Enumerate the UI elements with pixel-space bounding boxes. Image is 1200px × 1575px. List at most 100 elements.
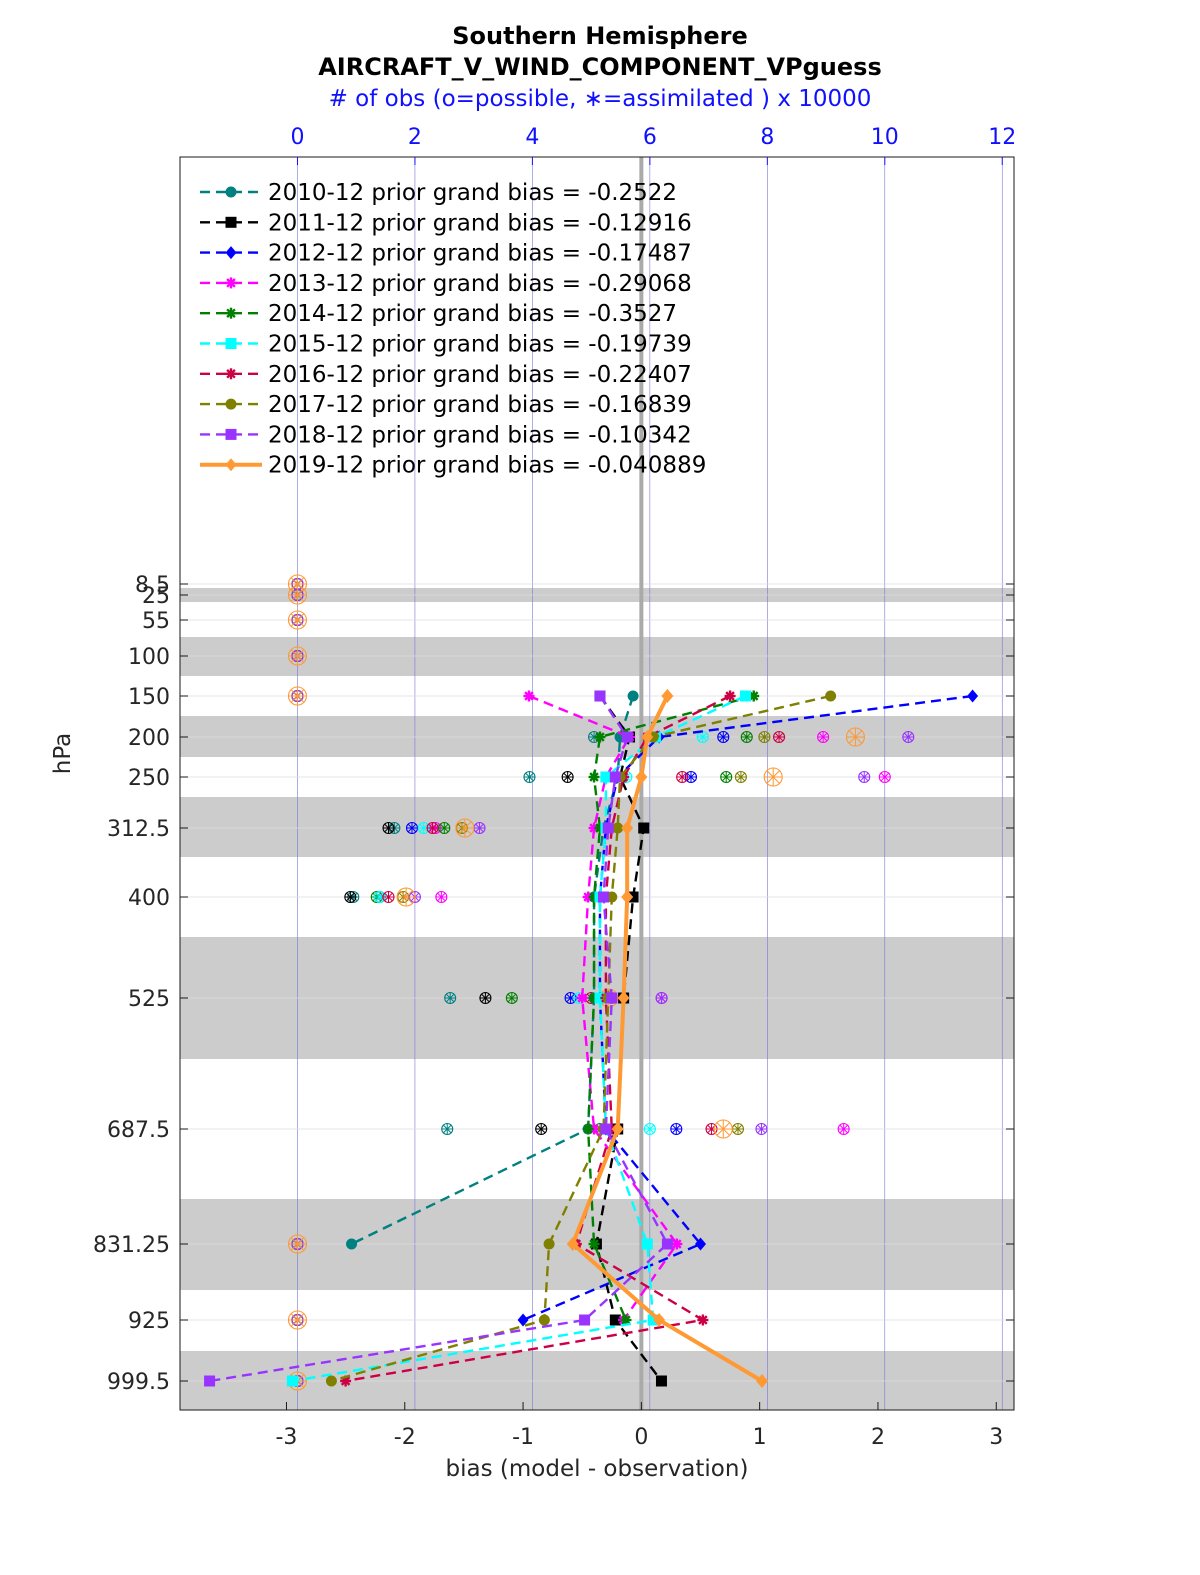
level-band-6 <box>180 1351 1014 1410</box>
y-tick-label: 400 <box>128 886 170 911</box>
marker-square <box>204 1375 216 1387</box>
legend-entry: 2018-12 prior grand bias = -0.10342 <box>268 422 692 448</box>
obs-assimilated-marker <box>686 772 696 782</box>
obs-assimilated-marker <box>760 732 769 742</box>
y-tick-label: 831.25 <box>93 1233 170 1258</box>
data-point <box>661 1238 673 1250</box>
y-tick-label: 312.5 <box>107 817 170 842</box>
obs-assimilated-marker <box>419 823 428 833</box>
data-point <box>635 770 648 784</box>
x-tick-label: -2 <box>394 1425 416 1450</box>
data-point <box>523 690 535 702</box>
x-tick-label: 3 <box>989 1425 1003 1450</box>
data-point <box>621 731 633 743</box>
marker-square <box>225 216 237 228</box>
data-point <box>641 1238 653 1250</box>
obs-assimilated-marker <box>742 732 752 742</box>
chart-subtitle: AIRCRAFT_V_WIND_COMPONENT_VPguess <box>318 53 882 81</box>
x-tick-label: 1 <box>753 1425 767 1450</box>
data-point <box>612 822 624 834</box>
data-point <box>606 891 618 903</box>
marker-square <box>638 822 650 834</box>
obs-assimilated-marker <box>716 1122 730 1136</box>
series-line <box>570 695 764 1383</box>
top-tick-label: 12 <box>988 125 1016 150</box>
legend-entry: 2014-12 prior grand bias = -0.3527 <box>268 301 677 327</box>
y-tick-label: 999.5 <box>107 1370 170 1395</box>
marker-diamond <box>621 890 634 904</box>
obs-assimilated-marker <box>563 772 572 782</box>
legend-marker <box>225 246 237 260</box>
marker-square <box>225 428 237 440</box>
obs-assimilated-marker <box>346 892 355 902</box>
marker-square <box>655 1375 667 1387</box>
legend-marker <box>225 216 237 228</box>
data-point <box>825 690 837 702</box>
obs-assimilated-marker <box>428 823 437 833</box>
marker-dot <box>225 398 237 410</box>
obs-assimilated-marker <box>774 732 784 742</box>
obs-assimilated-marker <box>525 772 534 782</box>
marker-star-arm <box>725 691 735 701</box>
legend-entry: 2012-12 prior grand bias = -0.17487 <box>268 241 692 267</box>
marker-diamond <box>621 821 634 835</box>
data-point <box>594 992 606 1004</box>
y-tick-label: 25 <box>142 584 170 609</box>
data-point <box>697 1314 709 1326</box>
data-point <box>588 1238 600 1250</box>
obs-assimilated-marker <box>290 588 305 602</box>
marker-diamond <box>225 246 237 260</box>
top-tick-label: 10 <box>871 125 899 150</box>
x-tick-label: -1 <box>512 1425 534 1450</box>
obs-assimilated-marker <box>399 890 413 904</box>
y-tick-label: 100 <box>128 645 170 670</box>
legend-entry: 2019-12 prior grand bias = -0.040889 <box>268 453 706 479</box>
top-tick-label: 0 <box>290 125 304 150</box>
obs-assimilated-marker <box>442 1124 452 1134</box>
marker-star-arm <box>226 278 236 288</box>
marker-dot <box>346 1238 358 1250</box>
marker-square <box>600 771 612 783</box>
data-point <box>756 1374 769 1388</box>
obs-assimilated-marker <box>375 892 384 902</box>
marker-diamond <box>661 689 674 703</box>
marker-diamond <box>756 1374 769 1388</box>
marker-star-arm <box>698 1315 708 1325</box>
obs-assimilated-marker <box>766 770 780 784</box>
data-point <box>653 1313 666 1327</box>
marker-diamond <box>611 1122 624 1136</box>
top-tick-label: 4 <box>525 125 539 150</box>
marker-diamond <box>566 1237 579 1251</box>
legend-entry: 2010-12 prior grand bias = -0.2522 <box>268 180 677 206</box>
obs-assimilated-marker <box>848 730 863 744</box>
marker-square <box>621 731 633 743</box>
legend-marker <box>225 277 237 289</box>
data-point <box>204 1375 216 1387</box>
marker-square <box>606 992 618 1004</box>
marker-star-arm <box>749 691 759 701</box>
marker-diamond <box>695 1237 707 1251</box>
top-tick-label: 6 <box>643 125 657 150</box>
data-point <box>967 689 979 703</box>
data-point <box>609 771 621 783</box>
obs-assimilated-marker <box>407 823 417 833</box>
data-point <box>724 690 736 702</box>
marker-diamond <box>967 689 979 703</box>
data-point <box>588 771 600 783</box>
series-line <box>351 695 635 1246</box>
legend-entry: 2013-12 prior grand bias = -0.29068 <box>268 271 692 297</box>
marker-diamond <box>517 1313 529 1327</box>
legend-entry: 2011-12 prior grand bias = -0.12916 <box>268 210 692 236</box>
marker-square <box>286 1375 298 1387</box>
top-tick-label: 2 <box>408 125 422 150</box>
marker-square <box>602 822 614 834</box>
obs-assimilated-marker <box>507 993 517 1003</box>
legend-marker <box>225 428 237 440</box>
obs-assimilated-marker <box>733 1124 743 1134</box>
obs-assimilated-marker <box>698 732 707 742</box>
series-8 <box>204 690 673 1387</box>
marker-star-arm <box>577 993 587 1003</box>
marker-star-arm <box>589 772 599 782</box>
data-point <box>611 1122 624 1136</box>
